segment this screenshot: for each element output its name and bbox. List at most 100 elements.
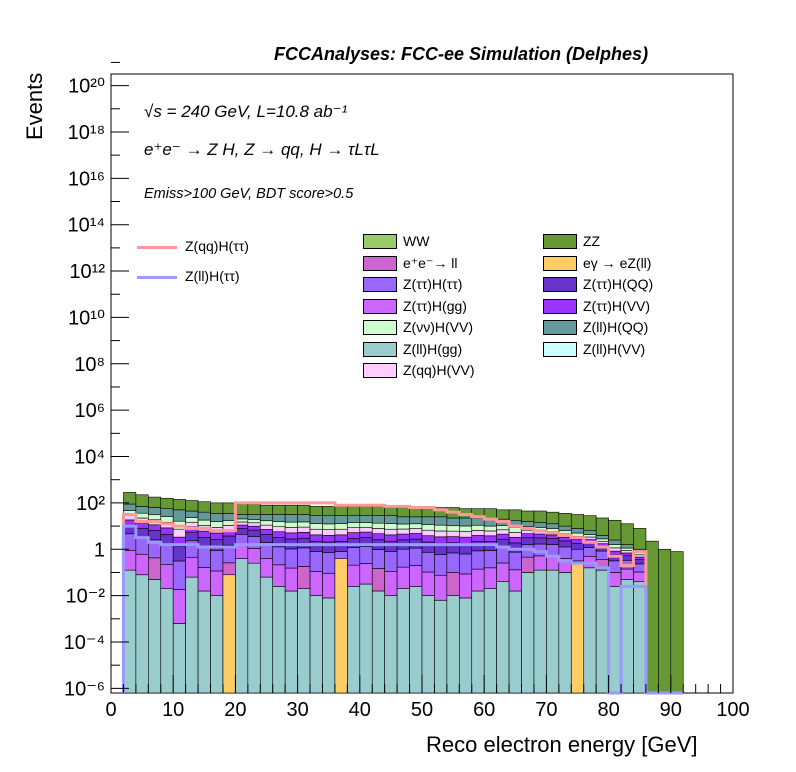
- stack-bar-66-1: [521, 556, 535, 573]
- stack-bar-80-2: [608, 560, 622, 573]
- stack-bar-82-7: [620, 544, 634, 549]
- stack-bar-24-4: [259, 529, 274, 535]
- stack-bar-36-4: [334, 534, 348, 542]
- stack-bar-52-7: [434, 516, 448, 526]
- stack-bar-60-8: [483, 508, 497, 520]
- stack-bar-28-4: [284, 532, 298, 540]
- legend-swatch: [543, 277, 577, 292]
- stack-bar-34-2: [322, 552, 336, 574]
- stack-bar-34-4: [322, 535, 336, 543]
- stack-bar-82-3: [620, 555, 634, 561]
- stack-bar-8-6: [160, 516, 174, 523]
- stack-bar-74-8: [570, 514, 585, 529]
- legend-label: eγ → eZ(ll): [583, 254, 652, 271]
- stack-bar-52-1: [434, 574, 448, 601]
- stack-bar-50-0: [421, 595, 435, 694]
- stack-bar-6-4: [148, 524, 162, 531]
- stack-bar-66-2: [521, 544, 535, 558]
- stack-bar-48-4: [409, 533, 423, 540]
- figure-header: FCCAnalyses: FCC-ee Simulation (Delphes): [274, 44, 649, 64]
- stack-bar-4-1: [135, 553, 149, 576]
- stack-bar-52-5: [434, 530, 448, 538]
- x-tick-label-7: 70: [535, 699, 557, 721]
- stack-bar-12-6: [185, 517, 199, 523]
- egamma-bar-2: [570, 562, 585, 694]
- stack-bar-32-6: [309, 523, 323, 530]
- stack-bar-8-8: [160, 497, 174, 509]
- stack-bar-42-7: [371, 515, 385, 524]
- stack-bar-72-6: [558, 530, 572, 535]
- stack-bar-62-6: [496, 525, 510, 531]
- stack-bar-6-1: [148, 557, 162, 580]
- stack-bar-44-6: [384, 523, 398, 530]
- y-tick-label-10: 10¹⁴: [68, 215, 106, 237]
- stack-bar-20-0: [235, 558, 249, 694]
- stack-bar-68-3: [533, 537, 547, 545]
- x-tick-label-1: 10: [162, 699, 184, 721]
- stack-bar-42-4: [371, 533, 385, 541]
- x-tick-label-10: 100: [716, 699, 749, 721]
- stack-bar-74-4: [570, 539, 585, 544]
- stack-bar-38-0: [347, 586, 361, 694]
- stack-bar-26-1: [272, 564, 286, 587]
- stack-bar-16-1: [210, 570, 224, 596]
- stack-bar-40-8: [359, 506, 373, 516]
- stack-bar-66-4: [521, 533, 535, 539]
- annotation-process: e⁺e⁻ → Z H, Z → qq, H → τLτL: [144, 140, 380, 159]
- stack-bar-34-0: [322, 597, 336, 694]
- legend-label: Z(ll)H(ττ): [185, 268, 240, 284]
- legend-swatch: [363, 363, 397, 378]
- stack-bar-16-7: [210, 513, 224, 522]
- legend-label: Z(ττ)H(VV): [583, 297, 651, 314]
- x-tick-label-3: 30: [286, 699, 308, 721]
- stack-bar-30-5: [297, 526, 311, 533]
- stack-bar-62-2: [496, 546, 510, 564]
- stack-bar-38-2: [347, 547, 361, 566]
- stack-bar-6-8: [148, 496, 162, 508]
- stack-bar-62-5: [496, 529, 510, 535]
- stack-bar-84-1: [633, 571, 647, 583]
- stack-bar-22-4: [247, 525, 261, 531]
- y-tick-label-13: 10²⁰: [68, 76, 105, 98]
- stack-bar-38-4: [347, 532, 361, 539]
- stack-bar-56-6: [459, 525, 473, 532]
- stack-bar-30-2: [297, 547, 311, 567]
- stack-bar-36-5: [334, 528, 348, 536]
- stack-bar-64-2: [508, 551, 522, 571]
- stack-bar-66-8: [521, 510, 535, 522]
- legend-label: Z(νν)H(VV): [403, 319, 473, 335]
- stack-bar-78-5: [595, 540, 609, 544]
- stack-bar-80-7: [608, 539, 622, 545]
- legend-label: Z(qq)H(ττ): [185, 238, 249, 254]
- stack-bar-42-2: [371, 549, 385, 569]
- legend-swatch: [363, 320, 397, 335]
- stack-bars: [123, 492, 684, 694]
- stack-bar-22-6: [247, 519, 261, 524]
- stack-bar-60-5: [483, 530, 497, 537]
- stack-bar-60-6: [483, 525, 497, 532]
- stack-bar-84-4: [633, 556, 647, 560]
- stack-bar-88-1: [658, 548, 672, 694]
- stack-bar-78-8: [595, 517, 609, 536]
- stack-bar-70-7: [546, 523, 560, 529]
- y-tick-label-5: 10⁴: [74, 447, 105, 469]
- stack-bar-86-1: [645, 540, 659, 694]
- stack-bar-26-6: [272, 521, 286, 528]
- stack-bar-64-6: [508, 527, 522, 533]
- stack-bar-20-7: [235, 514, 249, 520]
- stack-bar-40-0: [359, 583, 373, 694]
- stack-bar-28-1: [284, 567, 298, 592]
- stack-bar-48-0: [409, 586, 423, 694]
- stack-bar-16-8: [210, 502, 224, 514]
- stack-bar-54-2: [446, 552, 460, 573]
- stack-bar-6-0: [148, 579, 162, 694]
- stack-bar-30-3: [297, 537, 311, 549]
- stack-bar-38-6: [347, 522, 361, 528]
- stack-bar-38-8: [347, 506, 361, 516]
- legend-line-swatch: [137, 276, 177, 279]
- stack-bar-48-7: [409, 516, 423, 525]
- stack-bar-48-6: [409, 523, 423, 529]
- stack-bar-38-1: [347, 564, 361, 587]
- legend-swatch: [543, 341, 577, 357]
- stack-bar-8-0: [160, 588, 174, 694]
